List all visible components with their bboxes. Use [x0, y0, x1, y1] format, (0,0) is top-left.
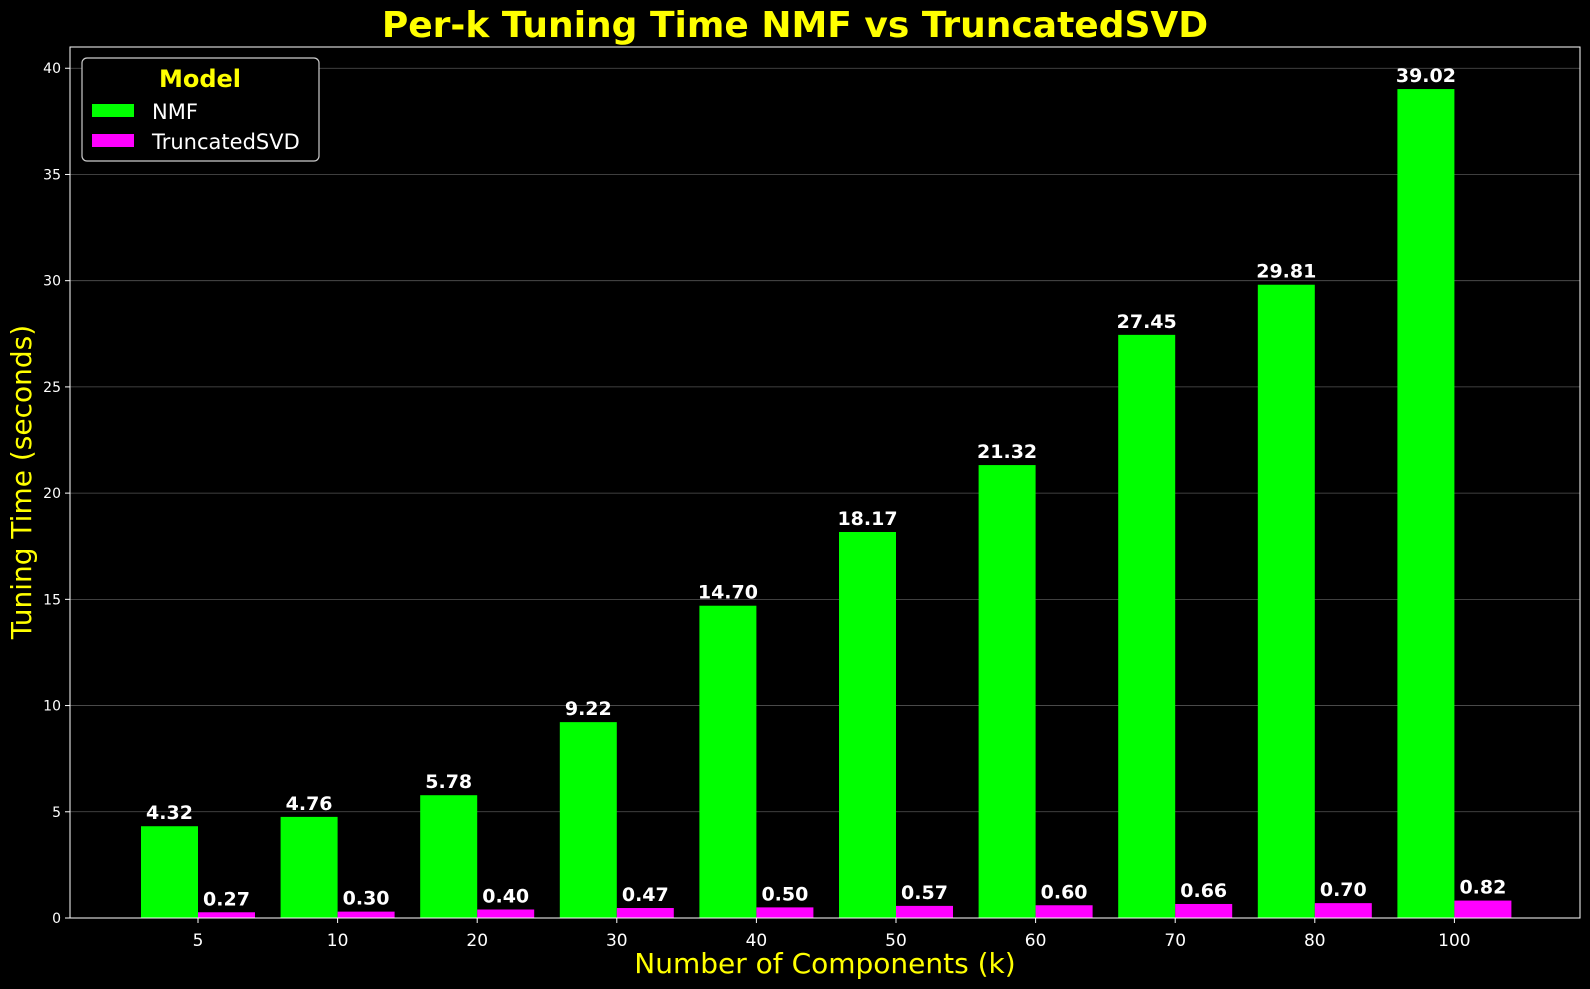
bar-truncatedsvd-k5: [198, 912, 255, 918]
bar-nmf-k20: [420, 795, 478, 918]
bar-nmf-k60: [978, 465, 1036, 918]
legend: Model NMF TruncatedSVD: [81, 57, 320, 162]
legend-swatch-nmf: [92, 104, 134, 117]
y-tick-label: 0: [52, 911, 61, 927]
bar-truncatedsvd-k60: [1035, 905, 1093, 918]
data-label-truncatedsvd-k5: 0.27: [203, 888, 250, 910]
data-label-nmf-k20: 5.78: [425, 771, 472, 793]
data-label-nmf-k10: 4.76: [286, 793, 333, 815]
chart-title: Per-k Tuning Time NMF vs TruncatedSVD: [382, 5, 1208, 46]
bar-nmf-k30: [559, 722, 617, 918]
y-tick-label: 5: [52, 805, 61, 821]
legend-title: Model: [159, 65, 241, 93]
x-tick-label: 100: [1438, 931, 1470, 951]
y-tick-label: 35: [43, 167, 61, 183]
bar-truncatedsvd-k50: [896, 905, 953, 918]
legend-label-nmf: NMF: [152, 100, 198, 124]
bar-nmf-k10: [280, 816, 338, 918]
data-label-truncatedsvd-k50: 0.57: [901, 882, 948, 904]
y-tick-label: 25: [43, 380, 61, 396]
data-label-nmf-k5: 4.32: [146, 802, 193, 824]
x-tick-label: 80: [1304, 931, 1326, 951]
x-axis: 5 10 20 30 40 50 60 70 80 100: [193, 918, 1471, 951]
legend-label-truncatedsvd: TruncatedSVD: [151, 130, 300, 154]
y-tick-label: 20: [43, 486, 61, 502]
data-label-nmf-k60: 21.32: [977, 441, 1037, 463]
data-label-truncatedsvd-k60: 0.60: [1041, 881, 1088, 903]
data-label-truncatedsvd-k10: 0.30: [343, 888, 390, 910]
y-tick-label: 30: [43, 274, 61, 290]
bars-group: 4.32 0.27 4.76 0.30 5.78 0.40 9.22 0.47 14.70 0.5…: [141, 65, 1512, 919]
y-tick-label: 10: [43, 699, 61, 715]
y-gridlines: [70, 67, 1580, 813]
x-tick-label: 10: [327, 931, 349, 951]
x-axis-label: Number of Components (k): [634, 947, 1015, 980]
bar-truncatedsvd-k20: [477, 909, 535, 918]
x-tick-label: 40: [746, 931, 768, 951]
data-label-nmf-k30: 9.22: [565, 698, 612, 720]
data-label-truncatedsvd-k40: 0.50: [761, 883, 808, 905]
x-tick-label: 30: [606, 931, 628, 951]
bar-truncatedsvd-k30: [616, 908, 674, 918]
bar-truncatedsvd-k40: [756, 907, 814, 918]
bar-truncatedsvd-k70: [1175, 903, 1233, 918]
data-label-truncatedsvd-k100: 0.82: [1459, 877, 1506, 899]
data-label-nmf-k50: 18.17: [837, 508, 897, 530]
x-tick-label: 60: [1025, 931, 1047, 951]
data-label-truncatedsvd-k70: 0.66: [1180, 880, 1227, 902]
legend-box: [81, 57, 320, 162]
bar-nmf-k70: [1118, 334, 1176, 919]
data-label-nmf-k40: 14.70: [698, 582, 758, 604]
y-axis-label: Tuning Time (seconds): [5, 325, 38, 640]
data-label-nmf-k70: 27.45: [1117, 311, 1177, 333]
data-label-nmf-k100: 39.02: [1396, 65, 1456, 87]
y-tick-label: 40: [43, 61, 61, 77]
bar-truncatedsvd-k100: [1454, 900, 1512, 918]
x-tick-label: 50: [885, 931, 907, 951]
x-tick-label: 5: [193, 931, 204, 951]
bar-nmf-k100: [1397, 89, 1455, 918]
legend-swatch-truncatedsvd: [92, 134, 134, 147]
data-label-truncatedsvd-k20: 0.40: [482, 886, 529, 908]
x-tick-label: 70: [1164, 931, 1186, 951]
y-tick-label: 15: [43, 592, 61, 608]
plot-frame: [69, 46, 1581, 919]
bar-truncatedsvd-k10: [337, 911, 395, 918]
bar-nmf-k5: [141, 826, 198, 918]
bar-nmf-k50: [839, 531, 896, 918]
bar-truncatedsvd-k80: [1314, 903, 1372, 918]
data-label-truncatedsvd-k30: 0.47: [622, 884, 669, 906]
y-axis: 0 5 10 15 20 25 30 35 40: [43, 61, 70, 927]
x-tick-label: 20: [466, 931, 488, 951]
bar-nmf-k80: [1257, 284, 1315, 919]
bar-nmf-k40: [699, 605, 757, 918]
data-label-nmf-k80: 29.81: [1256, 261, 1316, 283]
data-label-truncatedsvd-k80: 0.70: [1320, 879, 1367, 901]
